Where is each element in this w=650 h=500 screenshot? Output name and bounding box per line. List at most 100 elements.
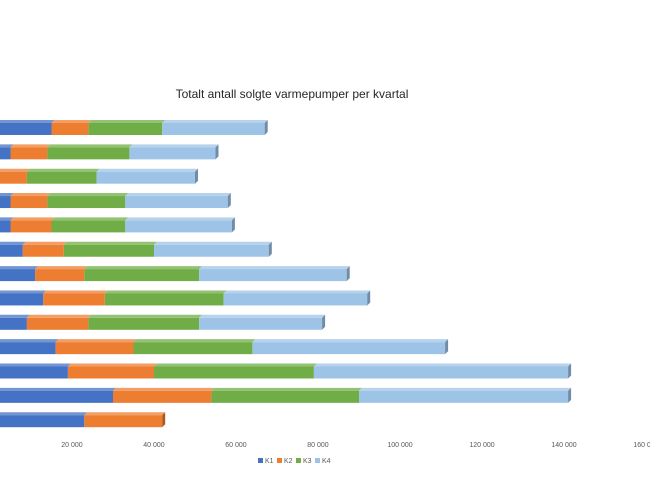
bar-top-k4-row-10 [252,339,449,343]
bar-segment-k1-row-7 [0,269,36,282]
bar-segment-k2-row-5 [10,220,52,233]
legend-swatch-k3 [296,458,301,463]
bar-segment-k3-row-11 [154,366,314,379]
bar-top-k3-row-3 [26,168,100,172]
bar-side-row-7 [346,266,350,282]
legend-swatch-k4 [315,458,320,463]
bar-top-k2-row-2 [10,144,51,148]
legend-label-k2: K2 [284,458,293,465]
bar-segment-k2-row-11 [67,366,154,379]
bar-segment-k1-row-9 [0,317,27,330]
bar-segment-k2-row-10 [55,342,134,355]
bar-top-k1-row-2 [0,144,14,148]
bar-segment-k2-row-12 [113,390,212,403]
bar-top-k4-row-9 [199,314,326,318]
bar-top-k2-row-3 [0,168,30,172]
bar-segment-k3-row-6 [63,244,154,257]
bar-segment-k1-row-2 [0,147,11,160]
bar-segment-k4-row-3 [96,171,195,184]
bar-top-k2-row-4 [10,193,51,197]
x-axis: 20 000 40 000 60 000 80 000 100 000 120 000 14… [61,442,650,449]
bar-top-k1-row-1 [0,120,55,123]
bar-top-k1-row-11 [0,363,71,367]
x-tick-label: 20 000 [61,442,83,449]
x-tick-label: 40 000 [143,442,165,449]
bar-segment-k4-row-2 [129,147,216,160]
bar-segment-k3-row-2 [47,147,130,160]
bar-top-k4-row-12 [359,387,572,391]
bar-top-k1-row-7 [0,266,39,270]
bar-side-row-9 [322,314,326,330]
bar-top-k4-row-1 [162,120,268,123]
bar-top-k3-row-11 [154,363,317,367]
bar-segment-k2-row-2 [10,147,48,160]
bar-segment-k1-row-12 [0,390,113,403]
bar-side-row-13 [162,412,166,428]
bar-segment-k3-row-7 [84,269,200,282]
bar-top-k2-row-10 [55,339,137,343]
legend-label-k3: K3 [303,458,312,465]
bar-top-k2-row-7 [35,266,88,270]
bar-top-k3-row-4 [47,193,129,197]
bar-top-k3-row-10 [133,339,256,343]
bar-segment-k4-row-12 [359,390,569,403]
bar-segment-k3-row-5 [51,220,126,233]
bar-segment-k4-row-5 [125,220,232,233]
bars-layer [0,120,572,428]
legend-label-k1: K1 [265,458,274,465]
bar-top-k1-row-6 [0,241,26,245]
bar-top-k2-row-1 [51,120,92,123]
bar-segment-k2-row-13 [84,415,163,428]
bar-side-row-1 [264,120,268,135]
bar-side-row-8 [367,290,371,306]
bar-segment-k1-row-5 [0,220,11,233]
bar-top-k3-row-7 [84,266,203,270]
chart-title: Totalt antall solgte varmepumper per kva… [176,87,409,101]
bar-side-row-11 [568,363,572,379]
bar-segment-k1-row-1 [0,123,52,135]
bar-segment-k3-row-4 [47,196,126,209]
bar-segment-k2-row-1 [51,123,89,135]
bar-top-k3-row-2 [47,144,133,148]
bar-segment-k3-row-3 [26,171,97,184]
bar-top-k3-row-8 [104,290,227,294]
bar-segment-k4-row-1 [162,123,265,135]
bar-segment-k1-row-11 [0,366,68,379]
bar-top-k2-row-9 [26,314,92,318]
bar-segment-k3-row-9 [88,317,200,330]
bar-side-row-12 [568,387,572,403]
bar-segment-k2-row-6 [22,244,64,257]
bar-segment-k4-row-8 [223,293,368,306]
bar-side-row-3 [195,168,198,184]
bar-segment-k4-row-11 [313,366,569,379]
bar-top-k2-row-11 [67,363,157,367]
bar-side-row-4 [227,193,231,209]
bar-top-k1-row-13 [0,412,88,416]
bar-top-k4-row-2 [129,144,219,148]
bar-segment-k2-row-3 [0,171,27,184]
bar-top-k3-row-12 [211,387,362,391]
bar-top-k3-row-5 [51,217,129,221]
x-tick-label: 60 000 [225,442,247,449]
bar-segment-k3-row-1 [88,123,163,135]
bar-segment-k4-row-9 [199,317,323,330]
bar-segment-k4-row-6 [154,244,269,257]
legend-label-k4: K4 [322,458,331,465]
bar-top-k2-row-8 [43,290,108,294]
bar-top-k1-row-4 [0,193,14,197]
x-tick-label: 100 000 [387,442,412,449]
bar-top-k3-row-1 [88,120,166,123]
bar-top-k4-row-4 [125,193,231,197]
bar-segment-k1-row-4 [0,196,11,209]
bar-segment-k3-row-8 [104,293,224,306]
legend-swatch-k1 [258,458,263,463]
bar-side-row-10 [445,339,449,355]
bar-segment-k3-row-12 [211,390,359,403]
bar-segment-k4-row-7 [199,269,347,282]
bar-top-k4-row-6 [154,241,272,245]
bar-side-row-2 [215,144,219,160]
x-tick-label: 80 000 [307,442,329,449]
bar-segment-k1-row-6 [0,244,23,257]
bar-top-k4-row-3 [96,168,198,172]
